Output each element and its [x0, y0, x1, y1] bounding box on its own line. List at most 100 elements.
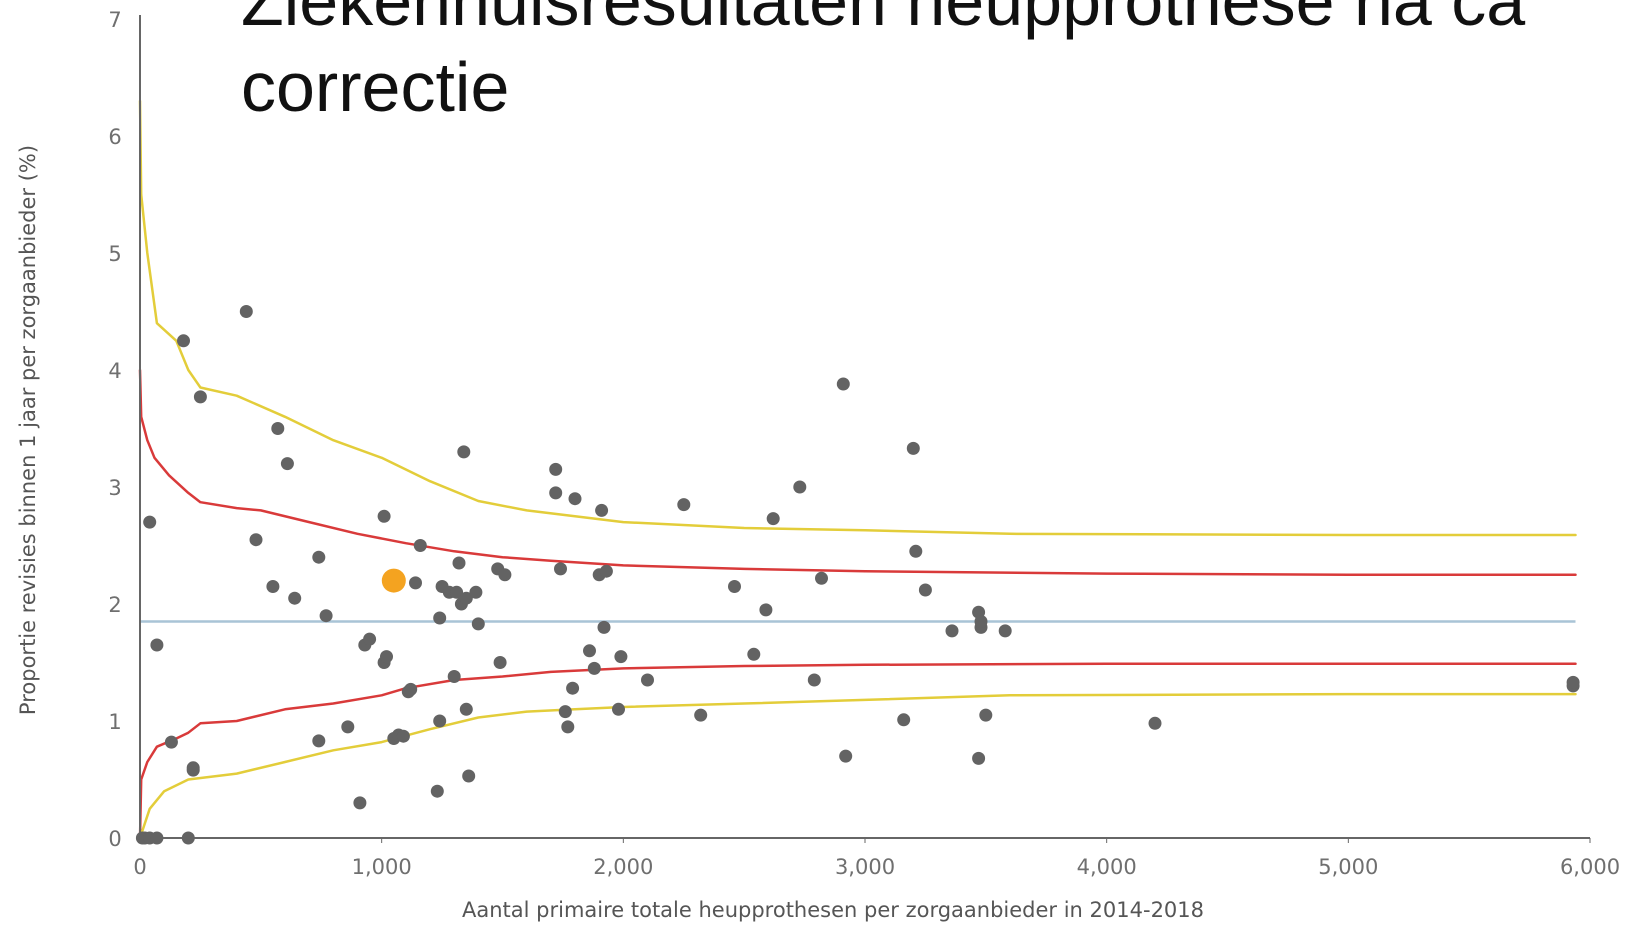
- scatter-point: [150, 831, 164, 845]
- scatter-point: [377, 509, 391, 523]
- scatter-point: [341, 720, 355, 734]
- scatter-point: [807, 673, 821, 687]
- scatter-point: [974, 615, 988, 628]
- scatter-point: [583, 644, 596, 658]
- upper-998-limit-line: [138, 99, 1577, 537]
- scatter-point: [181, 831, 195, 845]
- scatter-point: [566, 681, 580, 695]
- scatter-point: [554, 562, 567, 576]
- scatter-point: [897, 713, 911, 727]
- scatter-point: [614, 650, 628, 664]
- scatter-point: [839, 749, 853, 763]
- scatter-point: [909, 544, 923, 558]
- scatter-point: [587, 661, 601, 675]
- scatter-point: [452, 556, 466, 570]
- scatter-point: [396, 729, 410, 743]
- upper-95-limit-line: [138, 368, 1577, 577]
- scatter-point: [836, 377, 850, 391]
- slide-title-line-2: correctie: [241, 48, 510, 126]
- scatter-point: [766, 512, 780, 526]
- x-axis-label: Aantal primaire totale heupprothesen per…: [462, 898, 1204, 922]
- scatter-point: [561, 720, 575, 734]
- scatter-point: [249, 533, 263, 547]
- x-tick-label: 0: [133, 855, 146, 879]
- scatter-point: [728, 580, 741, 593]
- y-tick-label: 5: [108, 242, 121, 266]
- data-points: [135, 305, 1580, 845]
- scatter-point: [906, 441, 920, 455]
- y-tick-label: 4: [108, 359, 121, 383]
- scatter-point: [177, 334, 190, 348]
- scatter-point: [193, 390, 207, 404]
- scatter-point: [353, 796, 367, 810]
- y-tick-label: 2: [108, 593, 121, 617]
- scatter-point: [430, 784, 444, 798]
- scatter-point: [469, 585, 483, 599]
- scatter-point: [239, 305, 253, 318]
- scatter-point: [793, 480, 807, 494]
- scatter-point: [815, 571, 828, 585]
- lower-95-limit-line: [138, 662, 1577, 840]
- scatter-point: [447, 670, 461, 683]
- x-tick-label: 1,000: [352, 855, 412, 879]
- scatter-point: [918, 583, 932, 597]
- scatter-point: [409, 576, 422, 590]
- slide-title-line-1: Ziekenhuisresultaten heupprothese na ca: [241, 0, 1526, 40]
- scatter-point: [694, 708, 708, 722]
- scatter-point: [677, 498, 691, 512]
- scatter-point: [266, 580, 280, 593]
- scatter-point: [1148, 716, 1162, 730]
- scatter-point: [164, 735, 178, 749]
- scatter-point: [312, 550, 326, 564]
- scatter-point: [280, 457, 294, 471]
- scatter-point: [457, 445, 471, 459]
- scatter-point: [595, 503, 609, 517]
- scatter-point: [413, 539, 427, 552]
- scatter-point: [979, 708, 993, 722]
- scatter-point: [1566, 675, 1580, 689]
- scatter-point: [493, 656, 507, 669]
- axes: [139, 15, 1590, 839]
- x-tick-label: 5,000: [1318, 855, 1378, 879]
- scatter-point: [462, 769, 476, 783]
- scatter-point: [433, 714, 447, 728]
- slide-title: Ziekenhuisresultaten heupprothese na ca …: [241, 0, 1634, 130]
- scatter-point: [558, 705, 572, 719]
- scatter-point: [759, 603, 773, 617]
- scatter-point: [747, 647, 761, 661]
- scatter-point: [568, 492, 582, 506]
- scatter-point: [972, 751, 986, 765]
- y-tick-label: 3: [108, 476, 121, 500]
- scatter-point: [498, 568, 512, 582]
- scatter-point: [459, 702, 473, 716]
- x-tick-label: 2,000: [593, 855, 653, 879]
- y-axis-label: Proportie revisies binnen 1 jaar per zor…: [16, 145, 40, 715]
- control-limit-lines: [138, 99, 1577, 840]
- x-tick-label: 6,000: [1560, 855, 1620, 879]
- scatter-point: [312, 734, 326, 748]
- scatter-point: [288, 591, 302, 605]
- y-tick-label: 0: [108, 827, 121, 851]
- lower-998-limit-line: [138, 692, 1577, 840]
- scatter-point: [945, 624, 959, 638]
- x-tick-label: 3,000: [835, 855, 895, 879]
- scatter-point: [599, 564, 613, 578]
- scatter-point: [549, 462, 563, 476]
- y-tick-label: 6: [108, 125, 121, 149]
- y-tick-label: 7: [108, 8, 121, 32]
- scatter-point: [150, 638, 164, 652]
- y-tick-label: 1: [108, 710, 121, 734]
- scatter-point: [450, 585, 464, 599]
- scatter-point: [459, 591, 473, 605]
- x-tick-label: 4,000: [1077, 855, 1137, 879]
- scatter-point: [404, 682, 418, 696]
- scatter-point: [612, 702, 625, 716]
- tick-labels: 0 1,000 2,000 3,000 4,000 5,000 6,000 0 1 2 3 4 5 6 7: [108, 8, 1620, 879]
- scatter-point: [998, 624, 1012, 638]
- highlighted-point: [381, 568, 406, 593]
- scatter-point: [143, 515, 157, 529]
- scatter-point: [186, 761, 200, 775]
- scatter-point: [549, 486, 563, 500]
- scatter-point: [380, 650, 393, 664]
